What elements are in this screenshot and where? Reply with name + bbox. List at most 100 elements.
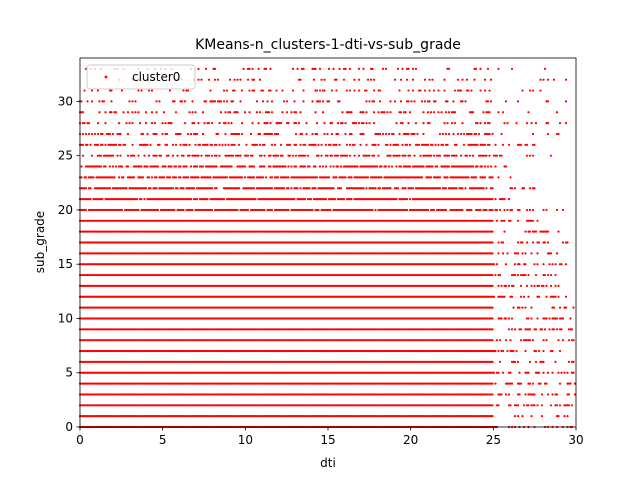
data-point	[554, 263, 557, 266]
data-point	[530, 306, 533, 309]
data-point	[500, 393, 503, 396]
data-point	[563, 415, 566, 418]
data-point	[519, 339, 523, 342]
data-point	[527, 273, 530, 277]
data-point	[512, 306, 515, 309]
data-point	[518, 306, 521, 309]
data-point	[533, 393, 536, 396]
data-point	[498, 360, 502, 363]
data-point	[551, 349, 554, 353]
data-point	[545, 339, 548, 342]
data-point	[557, 415, 560, 418]
data-point	[504, 284, 508, 288]
data-point	[564, 295, 568, 298]
data-point	[512, 349, 515, 353]
point-row-subgrade-6	[78, 360, 575, 363]
data-point	[513, 360, 517, 363]
data-point	[513, 328, 517, 331]
data-point	[552, 328, 556, 331]
point-row-subgrade-5	[78, 371, 575, 374]
data-point	[519, 295, 523, 298]
data-point	[501, 371, 505, 374]
data-point	[528, 360, 532, 363]
data-points	[78, 67, 577, 429]
data-point	[509, 404, 512, 407]
data-point	[510, 295, 514, 298]
data-point	[507, 317, 511, 320]
data-point	[516, 273, 520, 277]
data-point	[518, 371, 521, 374]
data-point	[513, 273, 517, 277]
data-point	[537, 349, 541, 353]
data-point	[555, 393, 559, 396]
data-point	[503, 295, 506, 298]
data-point	[519, 328, 523, 331]
data-point	[557, 295, 560, 298]
data-point	[528, 328, 532, 331]
data-point	[557, 284, 560, 288]
data-point	[572, 306, 575, 309]
data-point	[498, 339, 502, 342]
data-point	[527, 371, 530, 374]
data-point	[554, 273, 557, 277]
data-point	[491, 339, 494, 342]
data-point	[542, 371, 545, 374]
data-point	[545, 284, 548, 288]
data-point	[491, 284, 494, 288]
data-point	[551, 371, 554, 374]
data-point	[524, 273, 527, 277]
data-point	[528, 382, 532, 385]
data-point	[561, 317, 565, 320]
data-point	[570, 404, 574, 407]
data-point	[572, 339, 575, 342]
data-point	[513, 263, 517, 266]
data-point	[491, 360, 494, 363]
data-point	[491, 393, 494, 396]
data-point	[533, 404, 536, 407]
data-point	[516, 415, 520, 418]
data-point	[509, 339, 512, 342]
data-point	[545, 295, 548, 298]
data-point	[572, 371, 575, 374]
data-point	[546, 393, 550, 396]
data-point	[518, 393, 521, 396]
data-point	[551, 393, 554, 396]
point-row-subgrade-4	[78, 382, 577, 385]
data-point	[512, 284, 515, 288]
data-point	[540, 328, 544, 331]
data-point	[566, 371, 569, 374]
data-point	[558, 382, 562, 385]
data-point	[546, 273, 550, 277]
data-point	[492, 295, 496, 298]
data-point	[521, 415, 524, 418]
data-point	[549, 284, 553, 288]
data-point	[513, 415, 517, 418]
data-point	[560, 263, 563, 266]
data-point	[567, 360, 571, 363]
data-point	[561, 339, 565, 342]
data-point	[494, 382, 497, 385]
data-point	[542, 339, 545, 342]
data-point	[560, 328, 563, 331]
data-point	[527, 404, 530, 407]
data-point	[540, 404, 544, 407]
point-row-subgrade-7	[78, 349, 562, 353]
data-point	[555, 328, 559, 331]
point-row-subgrade-12	[78, 295, 568, 298]
data-point	[519, 284, 523, 288]
data-point	[572, 360, 575, 363]
point-row-subgrade-8	[78, 339, 575, 342]
data-point	[566, 415, 569, 418]
data-point	[542, 284, 545, 288]
data-point	[491, 317, 494, 320]
data-point	[510, 382, 514, 385]
data-point	[501, 349, 505, 353]
data-point	[569, 382, 572, 385]
data-point	[534, 328, 538, 331]
chart-title: KMeans-n_clusters-1-dti-vs-sub_grade	[195, 37, 461, 53]
data-point	[491, 415, 494, 418]
data-point	[495, 339, 499, 342]
data-point	[525, 284, 529, 288]
data-point	[539, 382, 542, 385]
data-point	[497, 371, 500, 374]
